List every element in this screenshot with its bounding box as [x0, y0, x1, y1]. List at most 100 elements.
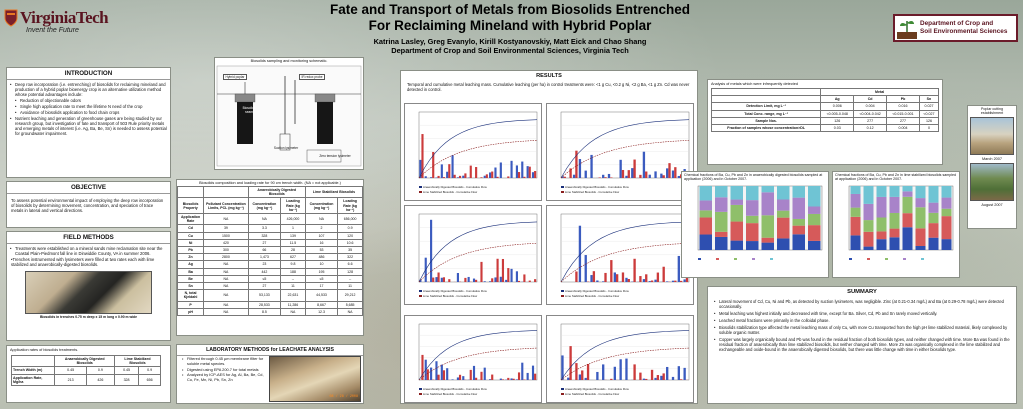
table-cell: 23 — [247, 260, 282, 269]
legend-swatch — [698, 258, 701, 260]
table-cell: 328 — [247, 231, 282, 240]
table-cell: -- — [280, 274, 306, 284]
table-cell: 126 — [820, 116, 855, 126]
bar-mark — [563, 176, 566, 178]
table-cell: NA — [337, 307, 363, 317]
stacked-bar-segment — [889, 228, 900, 238]
col-anaerobic: Anaerobically Digested Biosolids — [54, 354, 115, 368]
metal-col-cd: Cd — [853, 95, 888, 104]
result-chart-5: Anaerobically Digested Biosolids - Cumul… — [546, 315, 694, 403]
stacked-bar-segment — [808, 225, 821, 241]
stacked-bar-segment — [746, 223, 759, 242]
bar-mark — [517, 280, 521, 282]
stacked-bar-segment — [850, 193, 861, 208]
row-label: Zn — [176, 253, 205, 262]
table-cell: 0.45 — [113, 366, 140, 375]
table-cell: 53,133 — [247, 289, 282, 302]
stacked-bar-segment — [850, 207, 861, 217]
stacked-bar-segment — [902, 191, 913, 197]
table-cell: 1,473 — [247, 253, 282, 262]
table-cell: 195 — [304, 267, 339, 276]
legend-label: Lime Stabilized Biosolids - Cumulative F… — [423, 392, 478, 396]
stacked-bar-segment — [941, 186, 952, 198]
row-label: Ag — [176, 260, 205, 269]
table-cell: 120 — [337, 231, 363, 240]
metals-row: Total Conc. range, mg L⁻¹ <0.005-0.048 <0.… — [710, 109, 940, 118]
stacked-bar-segment — [915, 228, 926, 246]
legend-swatch — [561, 295, 564, 297]
stacked-bar-segment — [850, 186, 861, 194]
row-label: Detection Limit, mg L⁻¹ — [710, 102, 822, 111]
bar-mark — [567, 377, 570, 380]
label-redox-probe: IR redox probe — [299, 74, 325, 80]
bar-mark — [569, 168, 572, 178]
table-cell: 656,000 — [337, 212, 363, 226]
bar-mark — [590, 154, 593, 178]
stacked-bar-segment — [915, 198, 926, 208]
bar-mark — [451, 379, 454, 380]
table-cell: 0.004 — [853, 102, 888, 111]
legend-swatch — [561, 393, 564, 395]
row-label: Ba — [176, 267, 205, 276]
legend-swatch — [561, 191, 564, 193]
cumulative-line — [418, 140, 538, 179]
stacked-bar-segment — [715, 231, 728, 237]
fractions-ls-caption: Chemical fractions of Ba, Cu, Pb and Zn … — [835, 173, 957, 181]
stacked-bar-segment — [889, 186, 900, 197]
bar-mark — [430, 219, 433, 282]
legend-swatch — [903, 258, 906, 260]
row-label: Pb — [176, 246, 205, 255]
stacked-bar-segment — [777, 199, 790, 211]
stacked-bar-segment — [746, 241, 759, 250]
table-cell: 1 — [280, 224, 306, 233]
table-cell: 12.3 — [304, 307, 339, 317]
legend-label: Lime Stabilized Biosolids - Cumulative F… — [565, 392, 620, 396]
table-cell: 1500 — [203, 231, 249, 240]
bar-mark — [475, 167, 478, 178]
bar-mark — [491, 374, 494, 380]
table-cell: 9.8 — [280, 260, 306, 269]
bar-mark — [586, 363, 590, 380]
bar-mark — [534, 279, 537, 282]
cumulative-line — [560, 330, 690, 381]
table-cell: 10 — [304, 260, 339, 269]
table-cell: 0.03 — [820, 124, 855, 133]
table-cell: 10.6 — [337, 238, 363, 248]
bar-mark — [496, 258, 499, 282]
summary-bullet-5: Copper was largely organically bound and… — [714, 337, 1010, 352]
table-cell: 213 — [54, 373, 87, 387]
stacked-bar-segment — [915, 207, 926, 229]
bar-mark — [613, 366, 616, 380]
bar-mark — [561, 355, 564, 380]
table-cell: 442 — [247, 267, 282, 276]
bar-mark — [584, 377, 587, 380]
results-heading: RESULTS — [536, 73, 562, 79]
bar-mark — [619, 159, 622, 178]
table-cell: 322 — [337, 253, 363, 262]
bar-mark — [475, 377, 478, 380]
legend-swatch — [561, 290, 564, 292]
stacked-bar-segment — [863, 186, 874, 204]
intro-sub-2: Single high application rate to meet the… — [15, 104, 170, 109]
composition-row: pH NA 8.5 NA 12.3 NA — [176, 307, 363, 317]
stacked-bar-segment — [746, 215, 759, 224]
cumulative-line — [418, 330, 538, 381]
bar-mark — [602, 281, 605, 282]
plot-area — [418, 111, 538, 179]
table-cell: 277 — [886, 116, 920, 126]
legend-swatch — [716, 258, 719, 260]
metals-table: Metal Ag Cd Pb Sn Detection Limit, mg L⁻… — [710, 87, 940, 133]
bar-mark — [515, 165, 518, 178]
table-cell: 5,685 — [337, 300, 363, 309]
bar-mark — [442, 370, 446, 380]
bar-mark — [432, 151, 435, 178]
table-cell: 27 — [247, 238, 282, 248]
application-table-panel: Application rates of biosolids treatment… — [6, 345, 171, 403]
stacked-bar-segment — [699, 186, 712, 201]
col-lime: Lime Stabilized Biosolids — [113, 354, 162, 368]
metal-group-heading: Metal — [820, 87, 939, 97]
bar-mark — [464, 277, 467, 282]
table-cell: 35 — [337, 246, 363, 255]
bar-mark — [607, 173, 611, 178]
bar-mark — [683, 279, 686, 282]
